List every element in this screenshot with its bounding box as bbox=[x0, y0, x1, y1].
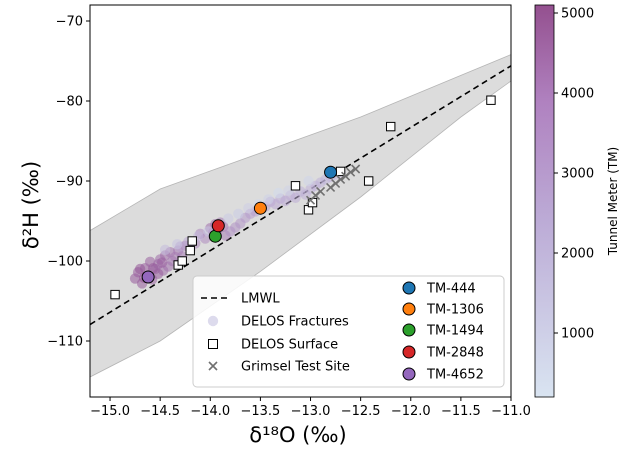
colorbar-tick-label: 4000 bbox=[561, 87, 594, 102]
surface-point bbox=[185, 245, 195, 256]
x-tick-label: −14.5 bbox=[140, 404, 180, 419]
fracture-point bbox=[243, 203, 254, 214]
y-axis: −110 −100 −90 −80 −70 bbox=[47, 15, 90, 350]
legend-marker-grimsel bbox=[208, 361, 218, 371]
grimsel-point bbox=[346, 167, 356, 177]
legend-marker-tm-1306 bbox=[402, 302, 416, 316]
legend-label: TM-4652 bbox=[426, 368, 484, 383]
grimsel-point bbox=[336, 174, 346, 184]
legend-label: TM-1494 bbox=[426, 324, 484, 339]
colorbar-tick-label: 5000 bbox=[561, 7, 594, 22]
legend-marker-tm-2848 bbox=[402, 345, 416, 359]
legend-marker-tm-4652 bbox=[402, 367, 416, 381]
y-tick-label: −90 bbox=[56, 175, 83, 190]
legend-label: TM-444 bbox=[426, 282, 476, 297]
surface-point bbox=[486, 95, 496, 105]
legend-label: DELOS Fractures bbox=[241, 315, 349, 330]
surface-point bbox=[177, 256, 187, 266]
legend-box bbox=[192, 275, 505, 388]
y-tick-label: −80 bbox=[56, 95, 83, 110]
x-tick-label: −12.0 bbox=[391, 404, 431, 419]
x-tick-label: −13.5 bbox=[240, 404, 280, 419]
x-tick-label: −13.0 bbox=[291, 404, 331, 419]
legend-label: TM-1306 bbox=[426, 303, 484, 318]
lmwl-line bbox=[90, 65, 511, 326]
y-tick-label: −110 bbox=[47, 335, 83, 350]
x-tick-label: −12.5 bbox=[341, 404, 381, 419]
legend: LMWL DELOS Fractures DELOS Surface Grimsel … bbox=[192, 275, 505, 388]
y-axis-label: δ²H (‰) bbox=[19, 161, 43, 249]
x-tick-label: −11.5 bbox=[441, 404, 481, 419]
highlight-tm-1306 bbox=[253, 201, 267, 215]
x-axis-label: δ¹⁸O (‰) bbox=[249, 423, 346, 447]
fracture-point bbox=[156, 257, 168, 268]
fracture-point bbox=[223, 213, 234, 224]
y-tick-label: −100 bbox=[47, 255, 83, 270]
surface-point bbox=[187, 236, 197, 246]
y-tick-label: −70 bbox=[56, 15, 83, 30]
x-tick-label: −14.0 bbox=[190, 404, 230, 419]
fracture-point bbox=[134, 263, 146, 275]
legend-label: Grimsel Test Site bbox=[241, 360, 350, 375]
x-tick-label: −11.0 bbox=[491, 404, 531, 419]
colorbar-tick-label: 1000 bbox=[561, 327, 594, 342]
legend-marker-surface bbox=[208, 339, 218, 349]
legend-label: TM-2848 bbox=[426, 346, 484, 361]
surface-point bbox=[386, 121, 396, 132]
fracture-point bbox=[152, 268, 164, 279]
highlight-tm-4652 bbox=[141, 270, 155, 284]
colorbar-tick-label: 2000 bbox=[561, 247, 594, 262]
legend-label: LMWL bbox=[241, 292, 280, 307]
colorbar-tick-label: 3000 bbox=[561, 167, 594, 182]
fracture-point bbox=[233, 208, 244, 219]
fracture-point bbox=[263, 194, 274, 205]
fracture-point bbox=[159, 244, 171, 255]
fracture-point bbox=[303, 175, 314, 187]
x-tick-label: −15.0 bbox=[90, 404, 130, 419]
grimsel-point bbox=[315, 186, 326, 196]
fracture-point bbox=[172, 239, 183, 250]
x-axis: −15.0 −14.5 −14.0 −13.5 −13.0 −12.5 −12.0 −11.5… bbox=[90, 397, 531, 419]
fracture-point bbox=[273, 187, 284, 199]
highlight-tm-2848 bbox=[211, 219, 225, 233]
surface-point bbox=[363, 176, 374, 186]
colorbar-label: Tunnel Meter (TM) bbox=[606, 147, 620, 256]
surface-point bbox=[110, 289, 120, 300]
surface-point bbox=[290, 181, 301, 191]
colorbar-bar bbox=[534, 4, 555, 398]
legend-marker-tm-444 bbox=[402, 281, 416, 295]
plot-frame bbox=[89, 4, 512, 398]
colorbar: 1000 2000 3000 4000 5000 Tunnel Meter (TM) bbox=[534, 4, 620, 398]
legend-marker-tm-1494 bbox=[402, 323, 416, 337]
legend-label: DELOS Surface bbox=[241, 338, 338, 353]
grimsel-point bbox=[351, 164, 361, 174]
highlight-tm-444 bbox=[324, 165, 338, 179]
legend-marker-fractures bbox=[207, 315, 219, 327]
